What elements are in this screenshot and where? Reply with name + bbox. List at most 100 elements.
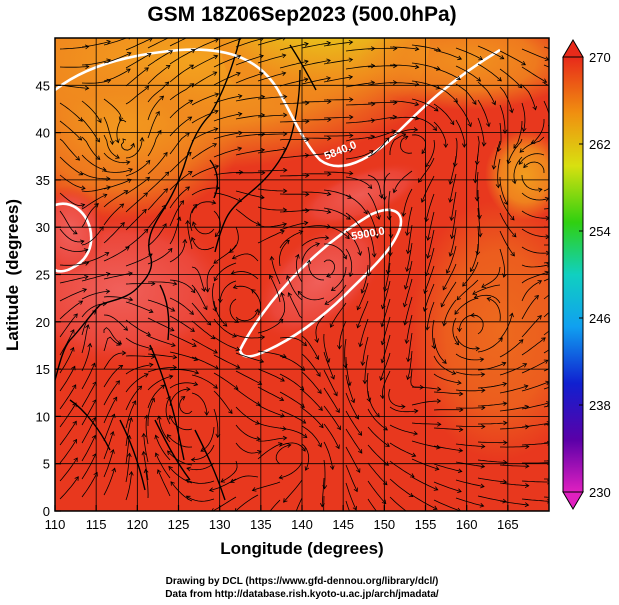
- streamline: [367, 480, 387, 504]
- streamline-arrow: [401, 212, 407, 217]
- streamline-arrow: [159, 95, 165, 101]
- streamline: [497, 158, 501, 188]
- streamline: [103, 431, 114, 460]
- streamline: [402, 188, 413, 217]
- streamline-arrow: [163, 188, 169, 193]
- streamline-arrow: [366, 271, 372, 277]
- streamline-arrow: [279, 396, 285, 401]
- streamline: [382, 280, 391, 309]
- streamline: [301, 101, 331, 103]
- streamline: [411, 386, 441, 390]
- streamline-arrow: [304, 466, 310, 471]
- streamline: [499, 464, 529, 467]
- streamline-arrow: [406, 375, 411, 381]
- streamline-arrow: [403, 135, 409, 140]
- streamline: [345, 500, 350, 511]
- streamline-arrow: [387, 252, 393, 257]
- streamline: [433, 121, 447, 148]
- streamline: [169, 38, 188, 47]
- streamline-arrow: [282, 207, 288, 213]
- streamline: [455, 353, 484, 361]
- streamline: [145, 469, 149, 499]
- streamline-arrow: [78, 171, 84, 176]
- streamline: [59, 66, 89, 68]
- streamline: [521, 102, 526, 132]
- x-tick-label: 110: [45, 517, 66, 532]
- streamline-arrow: [457, 55, 463, 61]
- streamline: [147, 335, 176, 347]
- streamline: [521, 192, 549, 201]
- streamline-arrow: [283, 498, 288, 503]
- streamline-arrow: [110, 431, 115, 436]
- streamline: [433, 427, 463, 431]
- y-tick-label: 40: [36, 126, 50, 141]
- colorbar-tick-label: 262: [589, 137, 611, 152]
- streamline: [257, 114, 287, 118]
- streamline-arrow: [518, 160, 524, 165]
- streamline-arrow: [75, 156, 81, 161]
- streamline-arrow: [163, 151, 168, 157]
- streamline: [474, 294, 501, 304]
- streamline-arrow: [423, 289, 428, 294]
- streamline: [235, 370, 262, 385]
- streamline: [103, 414, 115, 442]
- streamline-arrow: [401, 404, 406, 410]
- streamline-arrow: [269, 255, 275, 261]
- streamline-arrow: [442, 359, 447, 364]
- streamline: [257, 169, 287, 172]
- streamline-arrow: [357, 251, 363, 256]
- streamline-arrow: [326, 76, 331, 81]
- streamline-arrow: [285, 239, 290, 245]
- streamline-arrow: [537, 315, 542, 320]
- streamline-arrow: [509, 312, 514, 318]
- streamline: [169, 351, 198, 361]
- streamline: [125, 176, 150, 195]
- streamline-arrow: [498, 337, 503, 342]
- streamline-arrow: [185, 219, 191, 225]
- streamline-arrow: [126, 452, 132, 458]
- streamline-arrow: [426, 236, 431, 241]
- streamline-arrow: [282, 353, 287, 359]
- streamline: [472, 284, 501, 295]
- streamline-arrow: [360, 361, 366, 366]
- y-tick-label: 25: [36, 268, 50, 283]
- streamline-arrow: [150, 397, 155, 403]
- streamline-arrow: [283, 94, 288, 100]
- streamline: [125, 435, 130, 465]
- streamline-arrow: [304, 41, 309, 47]
- streamline: [125, 53, 152, 69]
- streamline: [339, 320, 347, 349]
- streamline: [441, 281, 457, 307]
- streamline: [301, 407, 324, 428]
- streamline: [271, 256, 281, 285]
- streamline: [521, 48, 549, 61]
- streamline: [521, 337, 546, 356]
- streamline: [81, 453, 97, 480]
- streamline: [81, 290, 110, 300]
- streamline: [367, 228, 375, 257]
- streamline: [345, 212, 365, 235]
- streamline: [389, 478, 413, 497]
- streamline-arrow: [84, 44, 90, 50]
- streamline: [499, 385, 528, 394]
- streamline: [324, 243, 347, 260]
- streamline-arrow: [376, 215, 381, 221]
- streamline: [191, 356, 219, 370]
- streamline-arrow: [545, 380, 549, 386]
- streamline: [345, 356, 351, 386]
- streamline-arrow: [154, 434, 159, 440]
- grid-lines: [55, 38, 549, 511]
- streamline: [125, 385, 142, 411]
- streamline-arrow: [172, 354, 178, 360]
- streamline-arrow: [176, 216, 182, 222]
- y-tick-label: 20: [36, 315, 50, 330]
- streamline: [499, 194, 515, 221]
- streamline-arrow: [448, 198, 453, 203]
- streamline: [213, 113, 242, 122]
- streamline: [407, 224, 413, 254]
- streamline-arrow: [480, 443, 486, 449]
- y-tick-label: 10: [36, 409, 50, 424]
- streamline-arrow: [166, 434, 172, 439]
- streamline: [252, 481, 281, 491]
- streamline-arrow: [481, 142, 487, 147]
